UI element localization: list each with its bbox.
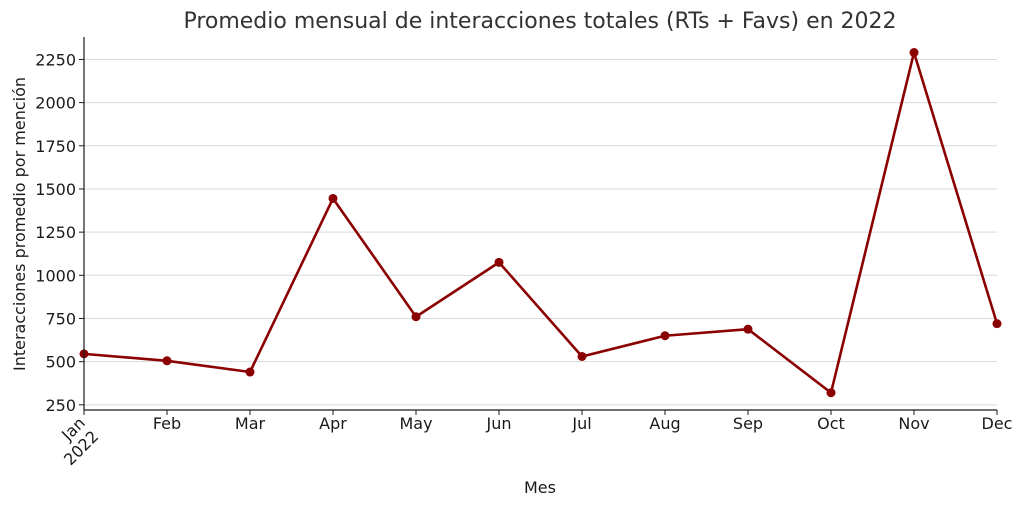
data-point bbox=[826, 388, 836, 398]
x-axis-ticks: Jan2022 Feb Mar Apr May Jun Jul Aug Sep Oct Nov Dec bbox=[47, 410, 1013, 469]
data-point bbox=[162, 356, 172, 366]
data-point bbox=[660, 331, 670, 341]
x-tick-label: Jun bbox=[486, 414, 512, 433]
x-tick-label: Dec bbox=[982, 414, 1013, 433]
x-tick-label: Sep bbox=[733, 414, 763, 433]
x-tick-label: Mar bbox=[235, 414, 266, 433]
data-point bbox=[328, 193, 338, 203]
x-tick-label: Aug bbox=[649, 414, 680, 433]
y-tick-label: 2000 bbox=[35, 94, 76, 113]
y-tick-label: 1750 bbox=[35, 137, 76, 156]
x-tick-label: Oct bbox=[817, 414, 845, 433]
x-tick-label: Apr bbox=[319, 414, 347, 433]
x-tick-label: Jan2022 bbox=[47, 413, 103, 469]
data-point bbox=[411, 312, 421, 322]
data-point bbox=[743, 324, 753, 334]
x-tick-label: Jul bbox=[571, 414, 591, 433]
y-tick-label: 1000 bbox=[35, 266, 76, 285]
y-tick-label: 500 bbox=[45, 353, 76, 372]
y-tick-label: 750 bbox=[45, 309, 76, 328]
series-line bbox=[83, 51, 999, 395]
y-tick-label: 250 bbox=[45, 396, 76, 415]
x-tick-label: Nov bbox=[898, 414, 929, 433]
y-tick-label: 2250 bbox=[35, 50, 76, 69]
x-tick-label: Feb bbox=[153, 414, 181, 433]
x-tick-label: May bbox=[399, 414, 432, 433]
y-axis-label: Interacciones promedio por mención bbox=[10, 77, 29, 371]
data-point bbox=[494, 257, 504, 267]
x-axis-label: Mes bbox=[524, 478, 556, 497]
data-point bbox=[245, 367, 255, 377]
y-tick-label: 1500 bbox=[35, 180, 76, 199]
y-axis-ticks: 250 500 750 1000 1250 1500 1750 2000 2250 bbox=[35, 50, 84, 415]
data-point bbox=[992, 319, 1002, 329]
data-point bbox=[909, 48, 919, 58]
y-tick-label: 1250 bbox=[35, 223, 76, 242]
chart-title: Promedio mensual de interacciones totale… bbox=[183, 9, 896, 34]
series-layer bbox=[79, 48, 1002, 398]
axis-spines bbox=[83, 37, 997, 411]
data-point bbox=[577, 351, 587, 361]
grid-lines bbox=[84, 58, 997, 406]
